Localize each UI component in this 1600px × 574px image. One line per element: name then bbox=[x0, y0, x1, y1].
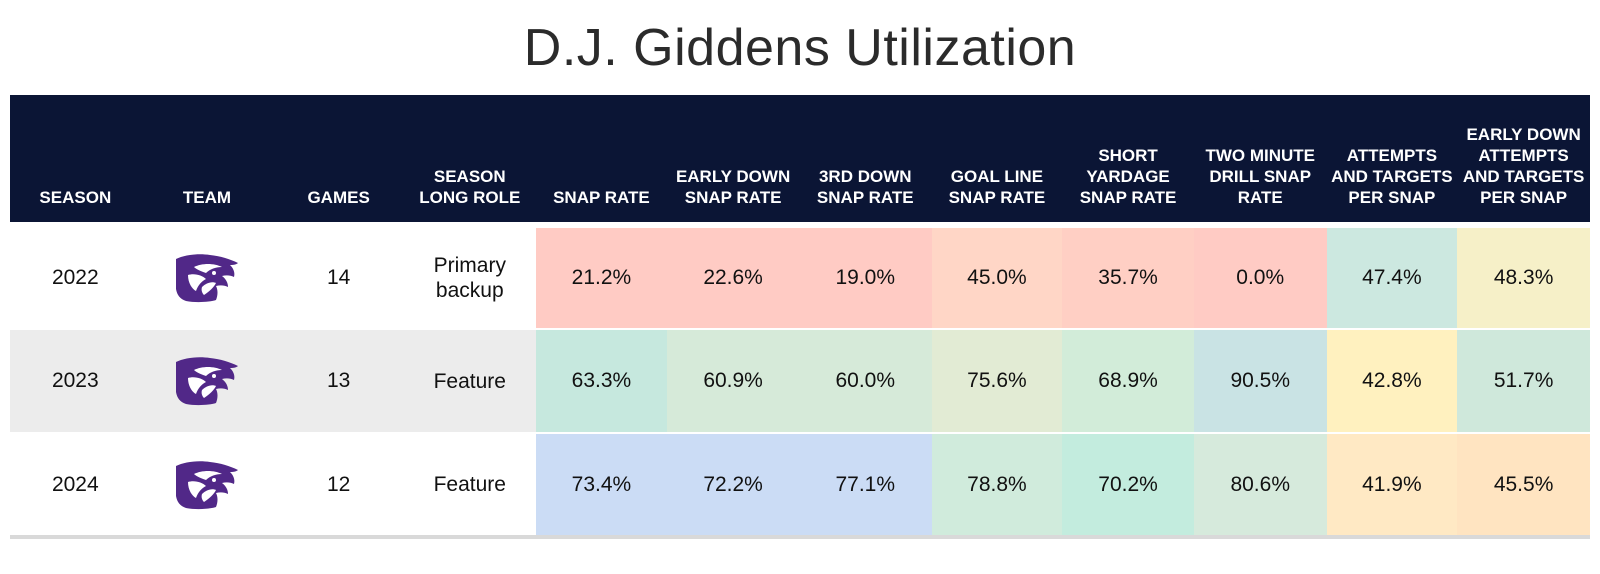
team-cell bbox=[140, 433, 274, 539]
header-attempts-targets-per-snap: ATTEMPTS AND TARGETS PER SNAP bbox=[1326, 95, 1458, 225]
metric-cell: 41.9% bbox=[1326, 433, 1458, 539]
games-cell: 12 bbox=[273, 433, 404, 539]
metric-cell: 70.2% bbox=[1062, 433, 1194, 539]
season-cell: 2024 bbox=[10, 433, 141, 539]
metric-cell: 45.0% bbox=[931, 222, 1063, 330]
header-team: TEAM bbox=[140, 95, 274, 225]
team-cell bbox=[140, 329, 274, 434]
metric-cell: 35.7% bbox=[1062, 222, 1194, 330]
metric-cell: 78.8% bbox=[931, 433, 1063, 539]
metric-cell: 21.2% bbox=[535, 222, 668, 330]
header-season-long-role: SEASON LONG ROLE bbox=[403, 95, 536, 225]
metric-cell: 60.9% bbox=[667, 329, 799, 434]
header-snap-rate: SNAP RATE bbox=[535, 95, 668, 225]
metric-cell: 63.3% bbox=[535, 329, 668, 434]
table-row: 2022 14 Primary backup 21.2% 22.6% 19.0% 45.0%… bbox=[10, 222, 1590, 330]
table-row: 2024 12 Feature 73.4% 72.2% 77.1% 78.8% 70.2% 80… bbox=[10, 433, 1590, 539]
header-short-yardage-snap-rate: SHORT YARDAGE SNAP RATE bbox=[1062, 95, 1194, 225]
header-season: SEASON bbox=[10, 95, 141, 225]
role-cell: Feature bbox=[403, 329, 536, 434]
metric-cell: 68.9% bbox=[1062, 329, 1194, 434]
kansas-state-wildcat-logo-icon bbox=[174, 253, 240, 303]
header-goal-line-snap-rate: GOAL LINE SNAP RATE bbox=[931, 95, 1063, 225]
season-cell: 2022 bbox=[10, 222, 141, 330]
metric-cell: 47.4% bbox=[1326, 222, 1458, 330]
metric-cell: 72.2% bbox=[667, 433, 799, 539]
header-row: SEASON TEAM GAMES SEASON LONG ROLE SNAP … bbox=[10, 95, 1590, 225]
header-early-down-snap-rate: EARLY DOWN SNAP RATE bbox=[667, 95, 799, 225]
season-cell: 2023 bbox=[10, 329, 141, 434]
utilization-table: SEASON TEAM GAMES SEASON LONG ROLE SNAP … bbox=[10, 95, 1590, 539]
metric-cell: 45.5% bbox=[1457, 433, 1590, 539]
metric-cell: 19.0% bbox=[798, 222, 932, 330]
metric-cell: 48.3% bbox=[1457, 222, 1590, 330]
metric-cell: 90.5% bbox=[1193, 329, 1327, 434]
metric-cell: 73.4% bbox=[535, 433, 668, 539]
metric-cell: 0.0% bbox=[1193, 222, 1327, 330]
role-cell: Feature bbox=[403, 433, 536, 539]
games-cell: 13 bbox=[273, 329, 404, 434]
header-two-minute-drill-snap-rate: TWO MINUTE DRILL SNAP RATE bbox=[1193, 95, 1327, 225]
metric-cell: 42.8% bbox=[1326, 329, 1458, 434]
kansas-state-wildcat-logo-icon bbox=[174, 356, 240, 406]
role-cell: Primary backup bbox=[403, 222, 536, 330]
table-row: 2023 13 Feature 63.3% 60.9% 60.0% 75.6% 68.9% 90… bbox=[10, 329, 1590, 434]
page-title: D.J. Giddens Utilization bbox=[523, 19, 1077, 77]
metric-cell: 77.1% bbox=[798, 433, 932, 539]
kansas-state-wildcat-logo-icon bbox=[174, 460, 240, 510]
metric-cell: 60.0% bbox=[798, 329, 932, 434]
header-3rd-down-snap-rate: 3RD DOWN SNAP RATE bbox=[798, 95, 932, 225]
header-early-down-attempts-targets-per-snap: EARLY DOWN ATTEMPTS AND TARGETS PER SNAP bbox=[1457, 95, 1590, 225]
team-cell bbox=[140, 222, 274, 330]
metric-cell: 51.7% bbox=[1457, 329, 1590, 434]
games-cell: 14 bbox=[273, 222, 404, 330]
header-games: GAMES bbox=[273, 95, 404, 225]
metric-cell: 75.6% bbox=[931, 329, 1063, 434]
metric-cell: 22.6% bbox=[667, 222, 799, 330]
metric-cell: 80.6% bbox=[1193, 433, 1327, 539]
